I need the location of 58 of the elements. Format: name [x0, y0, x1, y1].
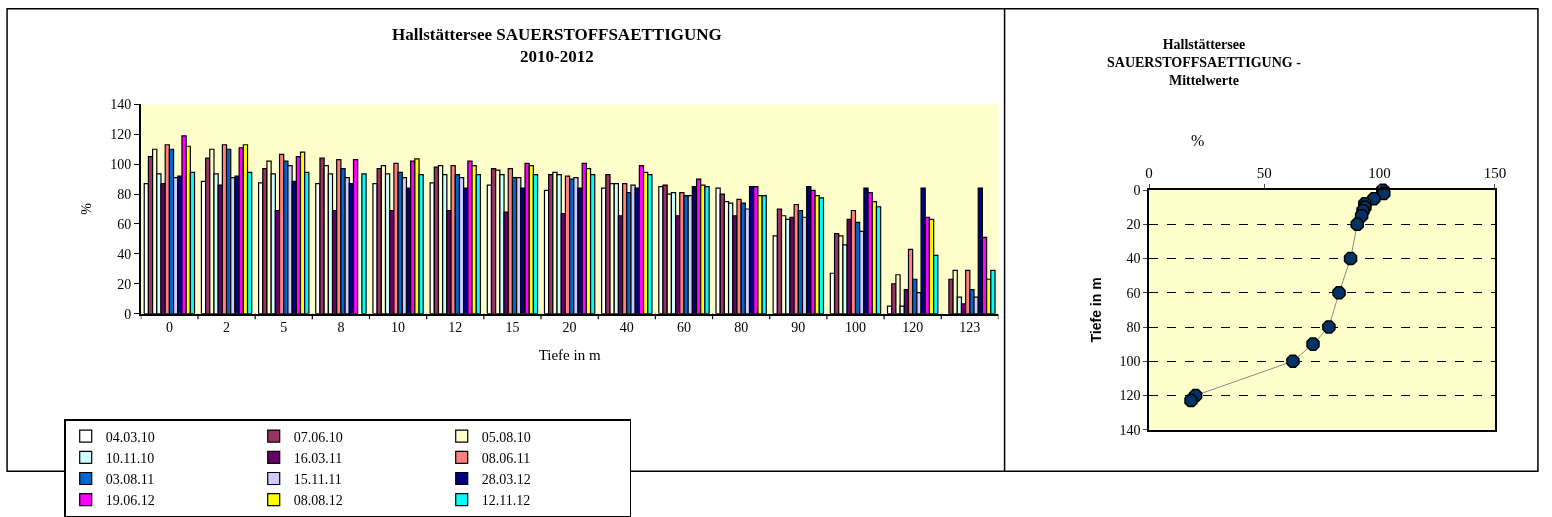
legend-label: 16.03.11: [293, 450, 343, 466]
point: [1350, 217, 1365, 232]
chart-title: Hallstättersee SAUERSTOFFSAETTIGUNG - Mittelwerte: [1107, 37, 1302, 89]
y-axis-title: Tiefe in m: [1087, 277, 1104, 343]
x-tick-label: 8: [337, 320, 345, 336]
x-tick-label: 50: [1256, 165, 1272, 182]
x-tick-label: 15: [505, 320, 520, 336]
legend-label: 04.03.10: [105, 429, 155, 445]
y-tick-label: 120: [110, 127, 132, 143]
x-tick-label: 120: [902, 320, 924, 336]
y-tick-label: 120: [1119, 388, 1141, 404]
point: [1332, 286, 1346, 300]
y-tick-label: 40: [117, 246, 132, 262]
legend-label: 10.11.10: [105, 450, 155, 466]
legend-label: 05.08.10: [481, 429, 531, 445]
x-axis-title: %: [1191, 132, 1205, 149]
legend-label: 03.08.11: [105, 471, 155, 487]
x-tick-label: 40: [619, 320, 634, 336]
legend-label: 12.11.12: [481, 493, 531, 509]
y-tick-label: 20: [1126, 217, 1141, 233]
legend-label: 07.06.10: [293, 429, 343, 445]
y-tick-label: 60: [1126, 285, 1141, 301]
y-tick-label: 140: [1119, 422, 1141, 438]
y-tick-label: 20: [117, 276, 132, 292]
chart-title: Hallstättersee SAUERSTOFFSAETTIGUNG 2010-2012: [392, 25, 722, 67]
x-tick-label: 123: [959, 320, 981, 336]
legend-label: 15.11.11: [293, 471, 342, 487]
y-tick-label: 100: [1119, 354, 1141, 370]
x-tick-label: 20: [562, 320, 577, 336]
x-axis-title: Tiefe in m: [538, 346, 601, 363]
x-tick-label: 100: [845, 320, 866, 336]
x-tick-label: 100: [1368, 165, 1391, 182]
point: [1322, 320, 1336, 334]
x-tick-label: 90: [791, 320, 806, 336]
x-tick-label: 80: [734, 320, 749, 336]
y-tick-label: 0: [1133, 183, 1141, 199]
y-tick-label: 60: [117, 216, 132, 232]
x-tick-label: 2: [223, 320, 231, 336]
y-axis-title: %: [79, 202, 95, 215]
y-tick-label: 40: [1126, 251, 1141, 267]
x-tick-label: 5: [280, 320, 288, 336]
y-tick-label: 140: [110, 97, 132, 113]
x-tick-label: 10: [391, 320, 406, 336]
y-tick-label: 80: [117, 186, 132, 202]
legend-label: 28.03.12: [481, 471, 531, 487]
legend-label: 08.06.11: [481, 450, 531, 466]
y-tick-label: 0: [124, 306, 132, 322]
point: [1343, 251, 1358, 266]
legend-label: 08.08.12: [293, 493, 343, 509]
x-tick-label: 0: [165, 320, 173, 336]
point: [1306, 337, 1320, 351]
legend-label: 19.06.12: [105, 493, 155, 509]
x-tick-label: 0: [1145, 165, 1153, 182]
x-tick-label: 12: [448, 320, 463, 336]
x-tick-label: 60: [676, 320, 691, 336]
point: [1286, 354, 1300, 368]
point: [1184, 393, 1198, 408]
x-tick-label: 150: [1483, 165, 1507, 182]
